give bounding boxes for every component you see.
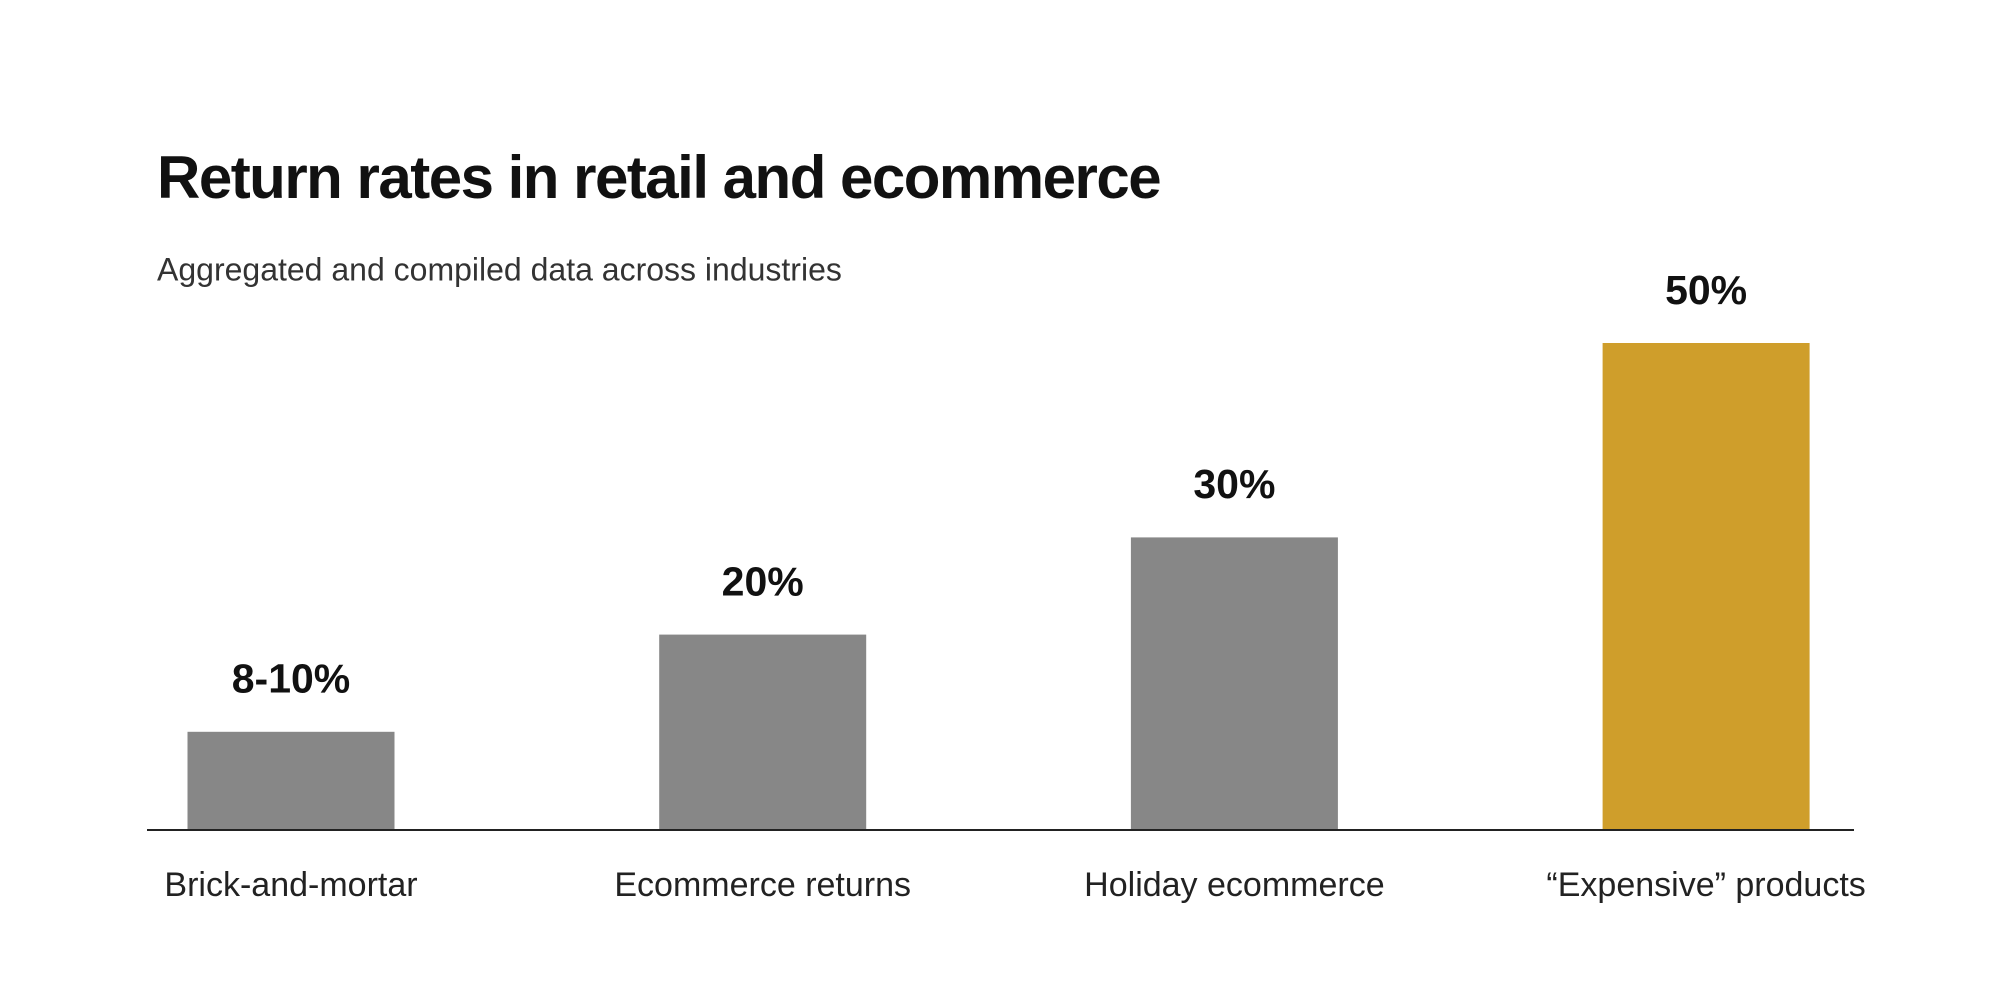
chart-title: Return rates in retail and ecommerce [157, 144, 1160, 211]
data-label: 20% [722, 558, 804, 604]
data-label: 30% [1193, 461, 1275, 507]
x-tick-label: Ecommerce returns [614, 866, 911, 904]
bar [1130, 537, 1338, 829]
data-label: 50% [1665, 267, 1747, 313]
bar [187, 731, 395, 829]
x-tick-label: “Expensive” products [1546, 866, 1865, 904]
bar [1602, 343, 1810, 829]
data-label: 8-10% [232, 656, 351, 702]
bar [659, 634, 867, 829]
x-tick-label: Brick-and-mortar [164, 866, 417, 904]
x-tick-label: Holiday ecommerce [1084, 866, 1384, 904]
chart-subtitle: Aggregated and compiled data across indu… [157, 251, 842, 287]
